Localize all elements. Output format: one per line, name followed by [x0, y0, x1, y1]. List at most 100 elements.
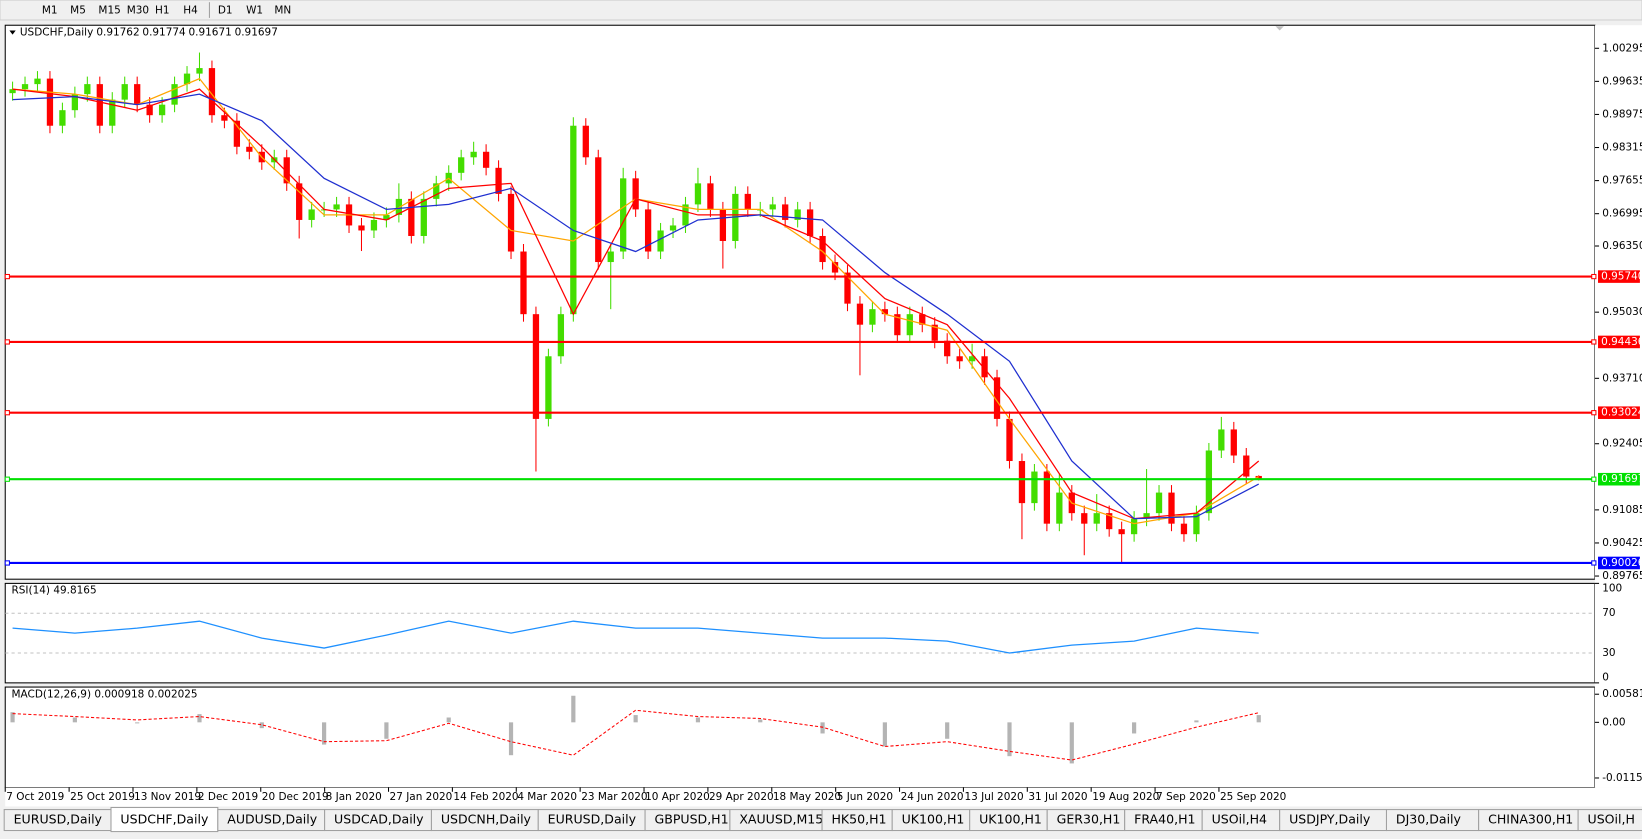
tab-label[interactable]: USDJPY,Daily [1289, 812, 1371, 827]
macd-bar [135, 722, 140, 724]
y-tick-label: 0.97655 [1602, 175, 1642, 187]
candle-body [956, 356, 963, 362]
tab[interactable]: UK100,H1 [891, 809, 971, 832]
candle-body [1218, 429, 1225, 451]
level-handle[interactable] [1591, 273, 1597, 280]
macd-bar [384, 722, 389, 739]
tab-label[interactable]: DJ30,Daily [1396, 812, 1462, 827]
level-handle[interactable] [4, 410, 10, 416]
tab-label[interactable]: USDCHF,Daily [120, 812, 209, 827]
tab-label[interactable]: UK100,H1 [979, 812, 1042, 827]
x-tick-label: 13 Jul 2020 [964, 791, 1023, 803]
timeframe-button[interactable]: MN [274, 5, 291, 17]
candle-body [283, 157, 290, 184]
candle-body [482, 151, 490, 168]
tab[interactable]: GBPUSD,H1 [644, 809, 731, 832]
y-tick-label: 70 [1602, 607, 1615, 619]
tab[interactable]: AUDUSD,Daily [217, 809, 326, 832]
level-handle[interactable] [1591, 476, 1597, 482]
candle-body [246, 146, 253, 152]
tab-label[interactable]: EURUSD,Daily [14, 812, 103, 827]
candle-body [881, 309, 889, 315]
timeframe-button[interactable]: M5 [70, 5, 86, 17]
tab[interactable]: USDCAD,Daily [324, 809, 432, 832]
tab-label[interactable]: GBPUSD,H1 [654, 812, 728, 827]
tab-box[interactable] [1577, 809, 1642, 832]
macd-bar [446, 717, 451, 723]
y-tick-label: 0.93710 [1602, 372, 1642, 384]
tab[interactable]: EURUSD,Daily [537, 809, 646, 832]
level-handle[interactable] [4, 273, 10, 280]
timeframe-button[interactable]: W1 [246, 5, 263, 17]
level-label: 0.93024 [1601, 407, 1642, 419]
tab-label[interactable]: USDCNH,Daily [441, 812, 532, 827]
tab-label[interactable]: XAUUSD,M15 [739, 812, 823, 827]
x-tick-label: 8 Jan 2020 [326, 791, 382, 803]
y-tick-label: 1.00295 [1602, 42, 1642, 54]
tab[interactable]: UK100,H1 [969, 809, 1048, 832]
collapse-arrow[interactable] [9, 30, 16, 35]
timeframe-button[interactable]: H4 [183, 5, 198, 17]
timeframe-button[interactable]: D1 [218, 5, 233, 17]
candle-body [707, 183, 714, 210]
x-tick-label: 23 Mar 2020 [581, 791, 647, 803]
x-tick-label: 7 Sep 2020 [1156, 791, 1216, 803]
tab[interactable]: DJ30,Daily [1385, 809, 1480, 832]
tab[interactable]: USDJPY,Daily [1279, 809, 1388, 832]
tab-label[interactable]: AUDUSD,Daily [227, 812, 318, 827]
tab[interactable]: GER30,H1 [1046, 809, 1126, 832]
quote: 0.91762 [96, 27, 139, 39]
candle-body [582, 125, 589, 158]
level-handle[interactable] [1591, 339, 1597, 345]
candle-body [607, 251, 614, 263]
tab[interactable]: EURUSD,Daily [3, 809, 112, 832]
tab-label[interactable]: HK50,H1 [831, 812, 886, 827]
tab-label[interactable]: USDCAD,Daily [334, 812, 424, 827]
x-tick-label: 18 May 2020 [773, 791, 841, 803]
tab-label[interactable]: EURUSD,Daily [548, 812, 637, 827]
timeframe-button[interactable]: H1 [155, 5, 170, 17]
candle-body [1081, 513, 1088, 524]
x-tick-label: 2 Dec 2019 [198, 791, 258, 803]
tab-label[interactable]: FRA40,H1 [1134, 812, 1195, 827]
level-handle[interactable] [4, 476, 10, 482]
level-handle[interactable] [4, 560, 10, 566]
y-tick-label: 0.90425 [1602, 537, 1642, 549]
level-handle[interactable] [4, 339, 10, 345]
candle-body [495, 167, 502, 194]
tab[interactable]: USOil,H4 [1201, 809, 1281, 832]
tab-label[interactable]: UK100,H1 [902, 812, 965, 827]
candle-body [570, 125, 577, 315]
tab[interactable]: XAUUSD,M15 [729, 809, 823, 832]
macd-bar [1069, 722, 1074, 764]
macd-bar [322, 722, 327, 745]
tab[interactable]: FRA40,H1 [1124, 809, 1203, 832]
level-handle[interactable] [1591, 560, 1597, 566]
y-tick-label: 0.95030 [1602, 306, 1642, 318]
macd-bar [1007, 722, 1012, 757]
tab[interactable]: HK50,H1 [821, 809, 893, 832]
macd-bar [633, 715, 638, 723]
y-tick-label: 0.96995 [1602, 208, 1642, 220]
candle-body [856, 303, 864, 325]
tab[interactable]: USOil,H [1577, 809, 1642, 832]
price-axis [1594, 25, 1642, 788]
rsi-line [12, 620, 1259, 654]
level-handle[interactable] [1591, 410, 1597, 416]
tab[interactable]: CHINA300,H1 [1478, 809, 1579, 832]
timeframe-button[interactable]: M30 [127, 5, 149, 17]
candle-body [794, 209, 801, 220]
candle-body [221, 115, 228, 121]
tab-label[interactable]: USOil,H [1588, 812, 1635, 827]
candle-body [121, 84, 128, 100]
tab[interactable]: USDCHF,Daily [110, 806, 219, 833]
tab-label[interactable]: CHINA300,H1 [1488, 812, 1573, 827]
candle-body [383, 214, 390, 220]
tab-label[interactable]: USOil,H4 [1212, 812, 1267, 827]
timeframe-button[interactable]: M1 [42, 5, 58, 17]
level-label-box [1598, 406, 1640, 419]
timeframe-button[interactable]: M15 [98, 5, 120, 17]
tab[interactable]: USDCNH,Daily [430, 809, 539, 832]
tab-label[interactable]: GER30,H1 [1057, 812, 1121, 827]
